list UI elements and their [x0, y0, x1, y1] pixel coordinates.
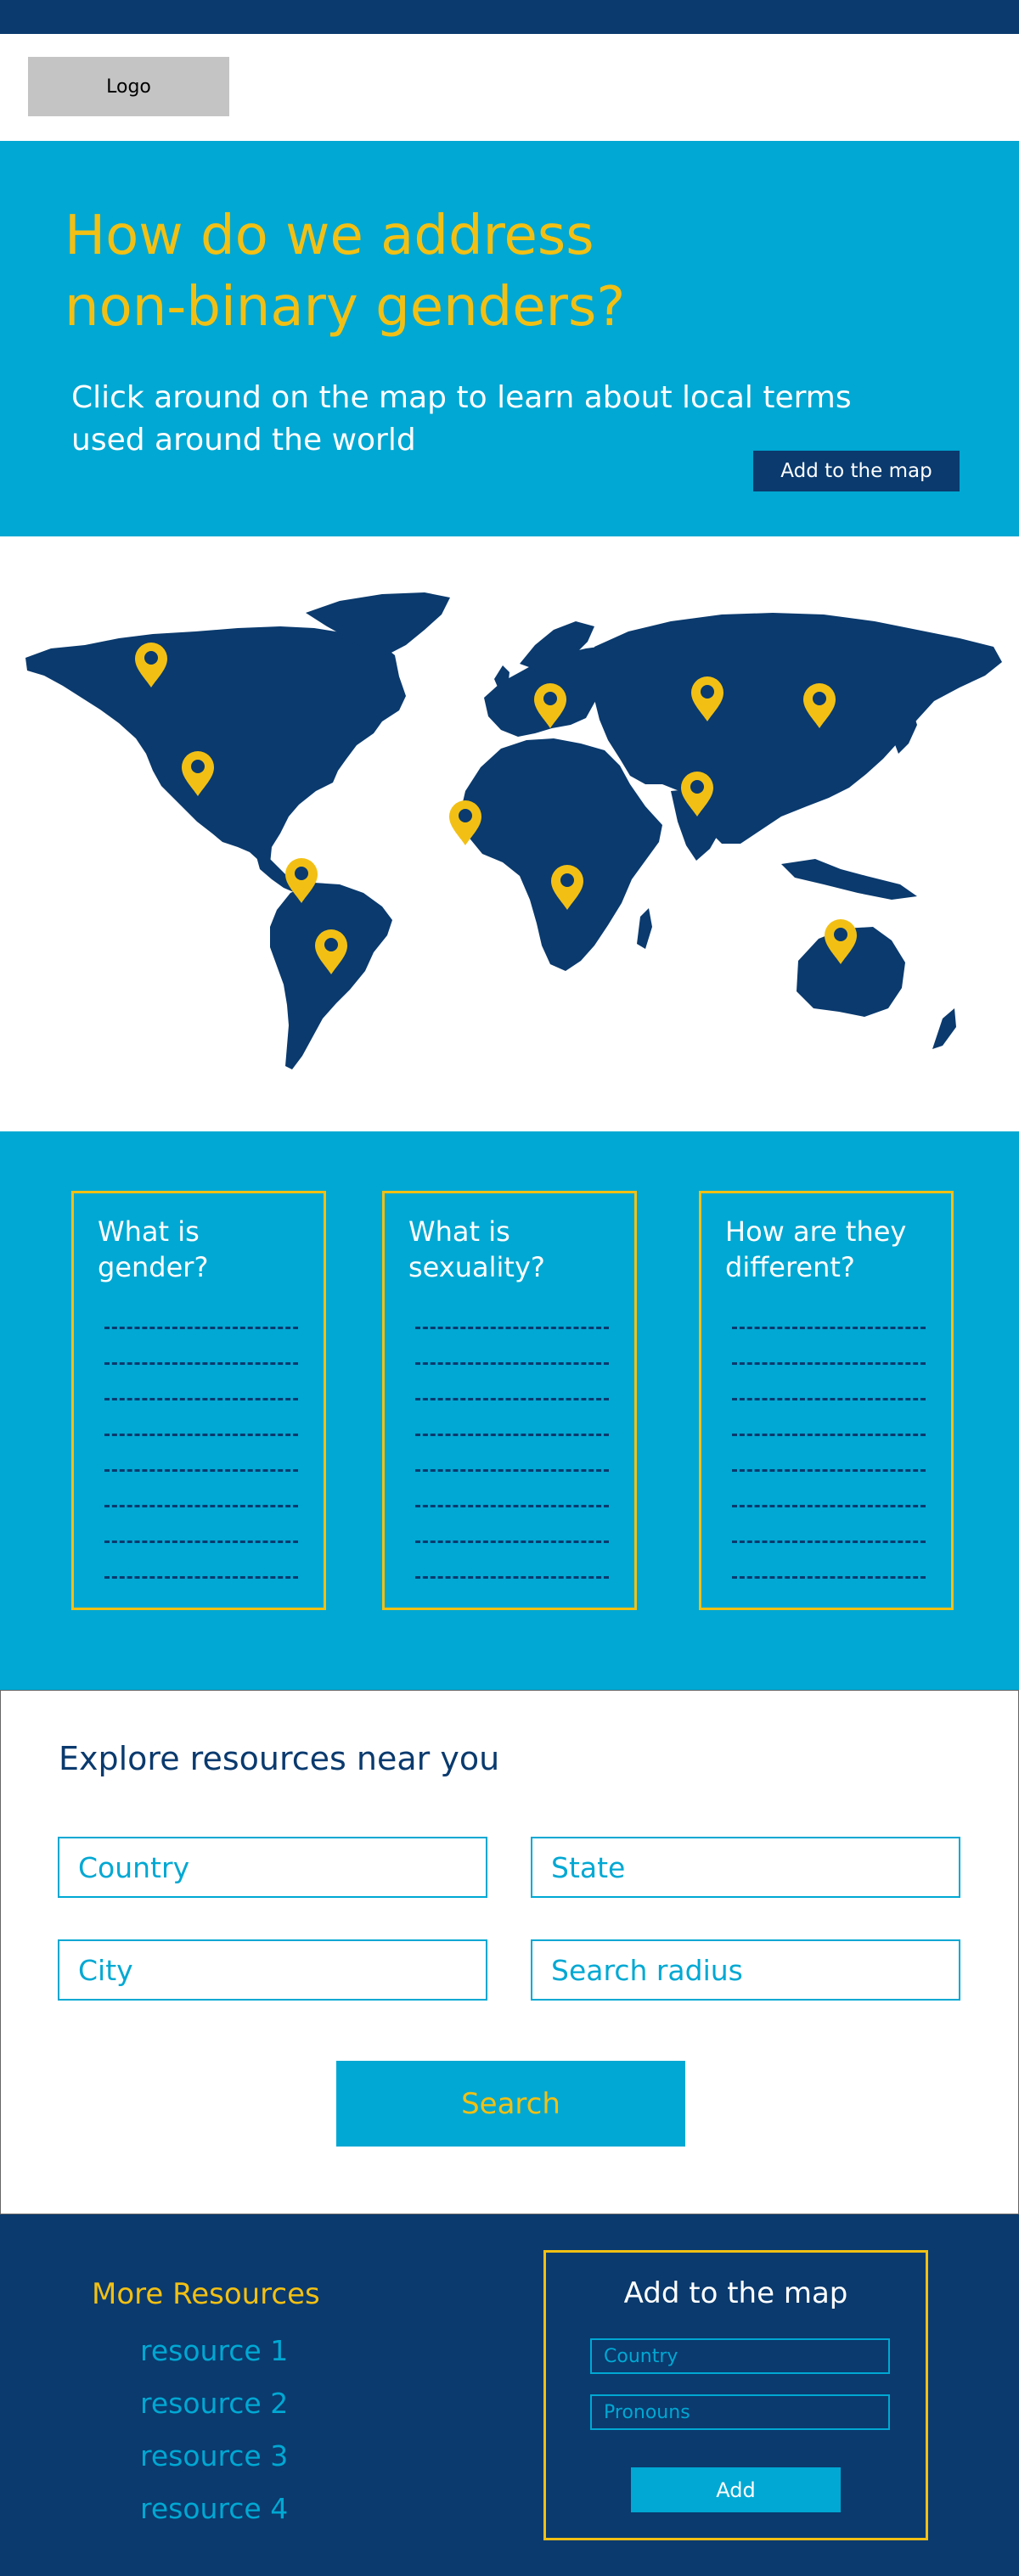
map-pin-icon[interactable] [803, 683, 836, 728]
map-markers[interactable] [135, 643, 857, 974]
card-gender[interactable]: What is gender? [71, 1191, 326, 1610]
hero-subtitle-line-2: used around the world [71, 423, 416, 457]
top-bar [0, 0, 1019, 34]
hero-title: How do we address non-binary genders? [65, 200, 761, 343]
placeholder-text-lines [415, 1312, 609, 1597]
more-resources-title: More Resources [92, 2277, 320, 2311]
map-pin-icon[interactable] [285, 858, 318, 903]
japan-shape [893, 710, 917, 754]
map-pin-icon[interactable] [534, 683, 566, 728]
map-pin-icon[interactable] [691, 676, 723, 721]
resource-link-1[interactable]: resource 1 [140, 2334, 289, 2367]
site-header: Logo [0, 34, 1019, 141]
map-pin-icon[interactable] [315, 929, 347, 974]
south-america-shape [270, 883, 392, 1069]
asia-shape [593, 613, 1002, 844]
hero-subtitle-line-1: Click around on the map to learn about l… [71, 380, 852, 415]
continents [25, 592, 1002, 1069]
add-button[interactable]: Add [631, 2467, 841, 2512]
card-title-line-2: sexuality? [408, 1251, 545, 1283]
new-zealand-shape [932, 1008, 956, 1049]
hero-subtitle: Click around on the map to learn about l… [71, 377, 887, 462]
card-title: What is sexuality? [408, 1214, 621, 1285]
card-title-line-2: different? [725, 1251, 855, 1283]
card-title-line-2: gender? [98, 1251, 209, 1283]
logo[interactable]: Logo [28, 57, 229, 116]
placeholder-text-lines [732, 1312, 926, 1597]
india-shape [671, 788, 727, 861]
map-pin-icon[interactable] [825, 919, 857, 964]
card-title-line-1: What is [408, 1215, 510, 1248]
madagascar-shape [637, 908, 652, 949]
australia-shape [797, 927, 905, 1017]
search-button[interactable]: Search [336, 2061, 685, 2147]
pronouns-input[interactable] [590, 2394, 890, 2430]
scandinavia-shape [520, 621, 594, 671]
resource-link-3[interactable]: resource 3 [140, 2439, 289, 2472]
north-america-shape [25, 626, 406, 864]
world-map[interactable] [0, 536, 1019, 1131]
uk-shape [494, 665, 510, 691]
city-input[interactable] [58, 1939, 487, 2001]
add-to-map-title: Add to the map [623, 2276, 848, 2310]
card-title-line-1: How are they [725, 1215, 907, 1248]
country-input[interactable] [58, 1837, 487, 1898]
footer-country-input[interactable] [590, 2338, 890, 2374]
state-input[interactable] [531, 1837, 960, 1898]
map-pin-icon[interactable] [551, 865, 583, 910]
map-pin-icon[interactable] [681, 772, 713, 817]
card-sexuality[interactable]: What is sexuality? [382, 1191, 637, 1610]
footer: More Resources resource 1 resource 2 res… [0, 2214, 1019, 2576]
hero-section: How do we address non-binary genders? Cl… [0, 141, 1019, 536]
search-radius-input[interactable] [531, 1939, 960, 2001]
map-pin-icon[interactable] [182, 751, 214, 796]
greenland-shape [306, 592, 450, 655]
africa-shape [460, 738, 662, 971]
hero-title-line-2: non-binary genders? [65, 276, 626, 339]
explore-section: Explore resources near you Search [0, 1690, 1019, 2214]
world-map-graphic[interactable] [0, 536, 1019, 1131]
add-to-map-form: Add to the map Add [543, 2250, 928, 2540]
southeast-asia-islands-shape [781, 859, 917, 900]
info-section: What is gender? What is sexuality? How a… [0, 1131, 1019, 1690]
card-title: How are they different? [725, 1214, 937, 1285]
map-pin-icon[interactable] [135, 643, 167, 687]
explore-title: Explore resources near you [59, 1740, 500, 1777]
map-pin-icon[interactable] [449, 800, 481, 845]
resource-link-2[interactable]: resource 2 [140, 2387, 289, 2420]
resource-link-4[interactable]: resource 4 [140, 2492, 289, 2525]
card-title-line-1: What is [98, 1215, 200, 1248]
card-difference[interactable]: How are they different? [699, 1191, 954, 1610]
placeholder-text-lines [104, 1312, 298, 1597]
card-title: What is gender? [98, 1214, 310, 1285]
hero-title-line-1: How do we address [65, 205, 594, 267]
add-to-map-button[interactable]: Add to the map [753, 451, 960, 491]
